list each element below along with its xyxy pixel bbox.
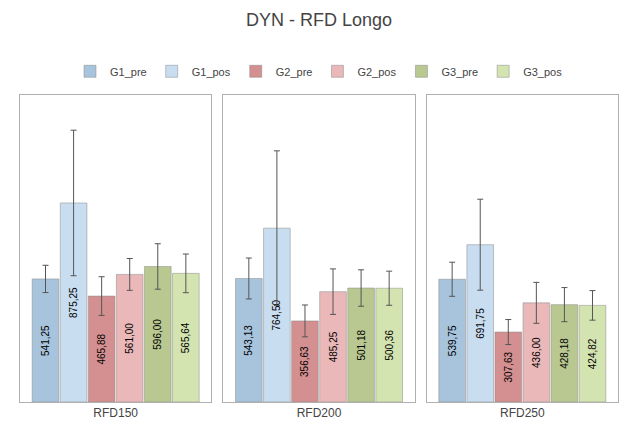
svg-text:424,82: 424,82	[587, 338, 598, 369]
svg-text:875,25: 875,25	[68, 287, 79, 318]
svg-text:G3_pre: G3_pre	[441, 66, 478, 78]
svg-text:561,00: 561,00	[124, 323, 135, 354]
svg-text:539,75: 539,75	[447, 325, 458, 356]
svg-text:500,36: 500,36	[384, 330, 395, 361]
svg-text:436,00: 436,00	[531, 337, 542, 368]
svg-text:764,50: 764,50	[271, 300, 282, 331]
svg-text:RFD150: RFD150	[93, 406, 138, 420]
svg-text:G2_pre: G2_pre	[276, 66, 313, 78]
svg-text:356,63: 356,63	[299, 346, 310, 377]
svg-text:596,00: 596,00	[152, 319, 163, 350]
svg-text:G2_pos: G2_pos	[357, 66, 396, 78]
svg-text:543,13: 543,13	[243, 325, 254, 356]
svg-text:G1_pos: G1_pos	[192, 66, 231, 78]
svg-text:428,18: 428,18	[559, 338, 570, 369]
svg-text:485,25: 485,25	[328, 331, 339, 362]
svg-text:691,75: 691,75	[475, 308, 486, 339]
svg-text:501,18: 501,18	[356, 330, 367, 361]
svg-text:RFD250: RFD250	[500, 406, 545, 420]
svg-text:RFD200: RFD200	[297, 406, 342, 420]
svg-text:465,88: 465,88	[96, 334, 107, 365]
svg-text:307,63: 307,63	[503, 352, 514, 383]
svg-text:G1_pre: G1_pre	[110, 66, 147, 78]
svg-text:541,25: 541,25	[40, 325, 51, 356]
svg-text:G3_pos: G3_pos	[523, 66, 562, 78]
svg-text:565,64: 565,64	[180, 322, 191, 353]
svg-text:DYN - RFD Longo: DYN - RFD Longo	[246, 10, 392, 30]
